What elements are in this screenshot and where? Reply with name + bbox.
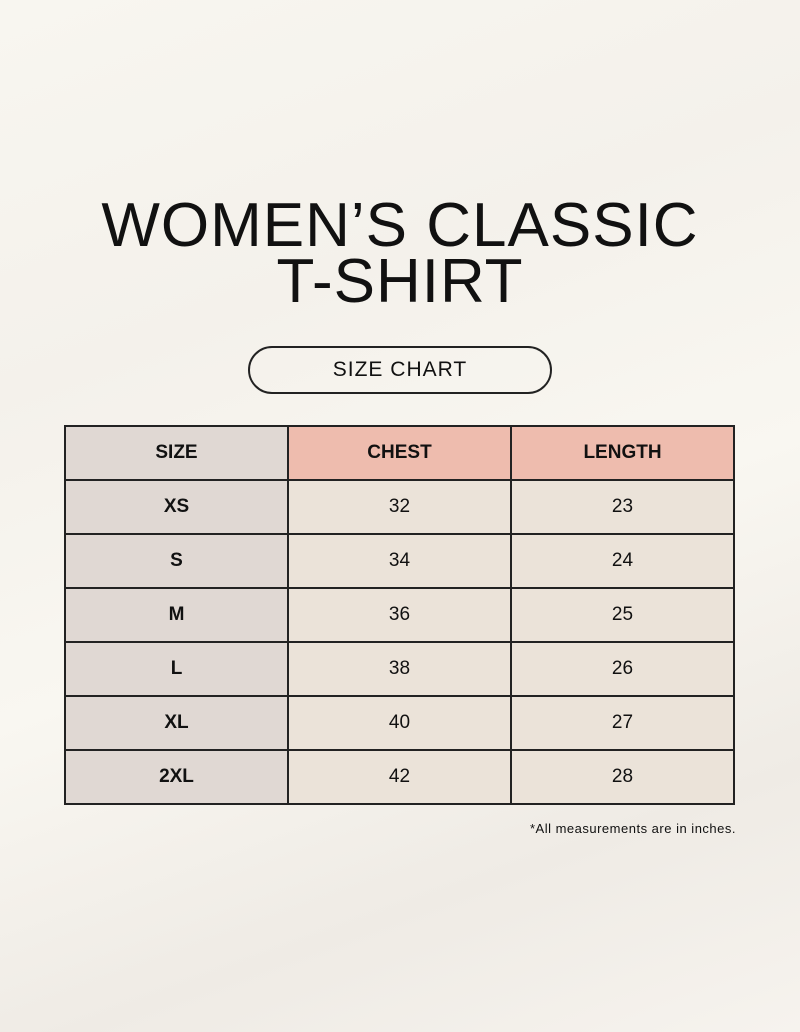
cell-size: M xyxy=(64,587,289,643)
table-row: 2XL 42 28 xyxy=(64,749,735,805)
cell-length: 24 xyxy=(510,533,735,589)
cell-length: 28 xyxy=(510,749,735,805)
cell-length: 26 xyxy=(510,641,735,697)
title-line-2: T-SHIRT xyxy=(276,247,524,316)
table-row: S 34 24 xyxy=(64,533,735,589)
size-table: SIZE CHEST LENGTH XS 32 23 S 34 24 M 36 25 L 38 26 X… xyxy=(64,425,735,805)
header-size: SIZE xyxy=(64,425,289,481)
page-title: WOMEN’S CLASSIC T-SHIRT xyxy=(0,191,800,316)
cell-length: 23 xyxy=(510,479,735,535)
header-chest: CHEST xyxy=(287,425,512,481)
cell-chest: 36 xyxy=(287,587,512,643)
cell-chest: 34 xyxy=(287,533,512,589)
cell-chest: 42 xyxy=(287,749,512,805)
table-row: M 36 25 xyxy=(64,587,735,643)
cell-length: 27 xyxy=(510,695,735,751)
table-row: XS 32 23 xyxy=(64,479,735,535)
cell-length: 25 xyxy=(510,587,735,643)
table-header-row: SIZE CHEST LENGTH xyxy=(64,425,735,481)
table-row: L 38 26 xyxy=(64,641,735,697)
cell-size: L xyxy=(64,641,289,697)
cell-size: S xyxy=(64,533,289,589)
cell-size: XL xyxy=(64,695,289,751)
cell-chest: 38 xyxy=(287,641,512,697)
cell-chest: 32 xyxy=(287,479,512,535)
title-line-1: WOMEN’S CLASSIC xyxy=(101,191,699,260)
table-row: XL 40 27 xyxy=(64,695,735,751)
cell-chest: 40 xyxy=(287,695,512,751)
header-length: LENGTH xyxy=(510,425,735,481)
cell-size: 2XL xyxy=(64,749,289,805)
size-chart-label: SIZE CHART xyxy=(248,346,552,394)
measurement-note: *All measurements are in inches. xyxy=(529,821,736,836)
cell-size: XS xyxy=(64,479,289,535)
